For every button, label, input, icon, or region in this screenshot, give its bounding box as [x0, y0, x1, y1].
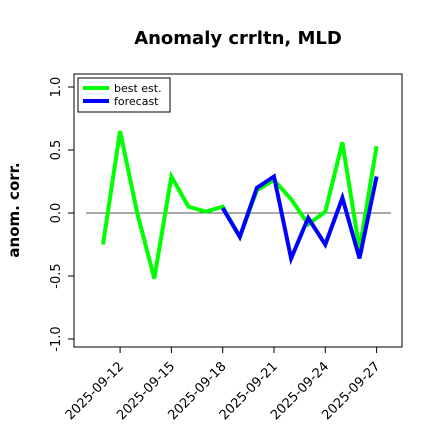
- y-tick-label-2: 0.0: [49, 203, 64, 224]
- series-line-best-est: [101, 130, 379, 280]
- legend-label-forecast: forecast: [114, 95, 159, 108]
- legend-box: [77, 77, 171, 113]
- series-line-forecast: [220, 173, 379, 266]
- axis-ticks: -1.0-0.50.00.51.02025-09-122025-09-15202…: [49, 77, 383, 424]
- y-tick-label-4: 1.0: [49, 77, 64, 98]
- y-tick-label-0: -1.0: [49, 326, 64, 351]
- series-layer: [101, 130, 379, 280]
- legend-label-best-est: best est.: [114, 82, 162, 95]
- chart-title: Anomaly crrltn, MLD: [134, 28, 342, 49]
- y-axis-label: anom. corr.: [5, 162, 23, 257]
- plot-area: [73, 73, 403, 348]
- y-tick-label-1: -0.5: [49, 263, 64, 288]
- y-tick-label-3: 0.5: [49, 140, 64, 161]
- legend: best est. forecast: [77, 77, 171, 113]
